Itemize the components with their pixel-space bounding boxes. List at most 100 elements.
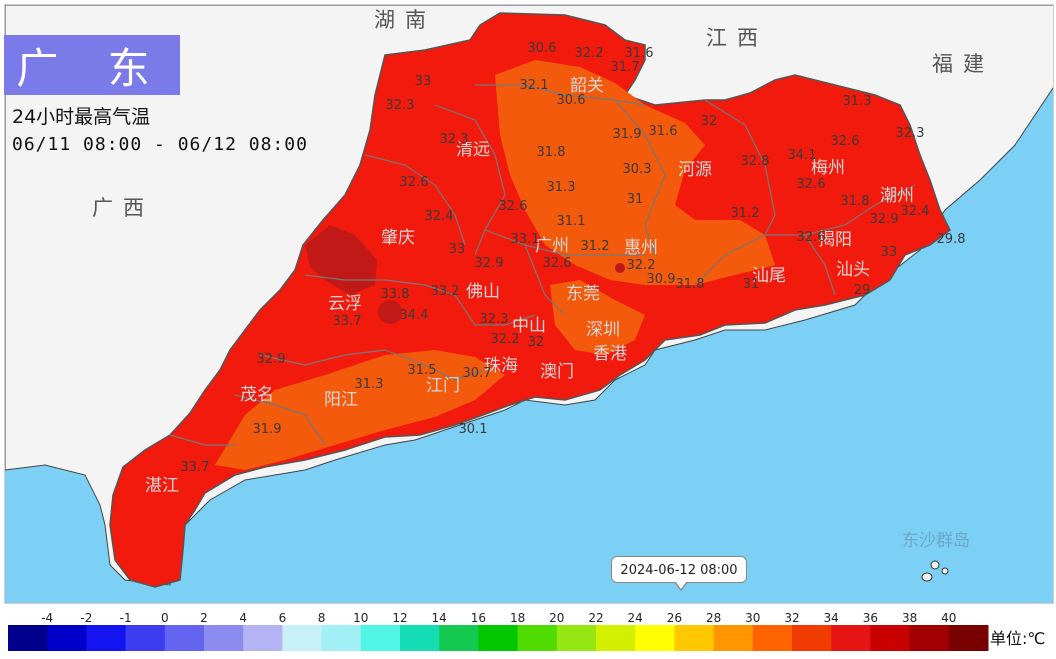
- city-label: 云浮: [328, 294, 362, 314]
- map-subtitle: 24小时最高气温: [12, 106, 151, 128]
- station-temperature: 32.3: [440, 132, 469, 147]
- station-temperature: 33.2: [431, 284, 460, 299]
- map-title: 广 东: [16, 43, 168, 93]
- station-temperature: 31.2: [581, 239, 610, 254]
- station-temperature: 31: [743, 277, 760, 292]
- map-area[interactable]: 湖南 江西 福建 广西 韶关 清远 河源 梅州 潮州 揭阳 汕头 汕尾 惠州 广州 肇庆 云浮 佛山 东莞 深圳 中山…: [4, 4, 1054, 604]
- station-temperature: 30.7: [463, 366, 492, 381]
- city-label: 广州: [535, 236, 569, 256]
- station-temperature: 32.6: [831, 134, 860, 149]
- station-temperature: 33.7: [181, 460, 210, 475]
- station-temperature: 33: [415, 74, 432, 89]
- legend-swatch: [204, 625, 244, 651]
- station-temperature: 31.5: [408, 363, 437, 378]
- station-temperature: 34.4: [400, 308, 429, 323]
- legend-swatch: [831, 625, 871, 651]
- timestamp-tooltip[interactable]: 2024-06-12 08:00: [611, 556, 747, 583]
- legend-tick: 6: [279, 611, 287, 625]
- legend-swatch: [47, 625, 87, 651]
- title-box: [4, 35, 180, 95]
- station-temperature: 30.6: [528, 41, 557, 56]
- legend-tick: 36: [863, 611, 878, 625]
- legend-swatch: [164, 625, 205, 651]
- station-temperature: 31.9: [613, 127, 642, 142]
- color-legend: -4 -2 -1 0 2 4 6 8 10 12 14 16 18 20 22 24 26 28 30 32 34 36 3…: [8, 611, 989, 651]
- station-temperature: 32.8: [741, 154, 770, 169]
- city-label: 中山: [512, 316, 546, 336]
- legend-tick: 14: [432, 611, 447, 625]
- city-boundaries: [169, 84, 916, 446]
- legend-tick: 26: [667, 611, 682, 625]
- station-temperature: 32.4: [901, 204, 930, 219]
- station-temperature: 32.6: [543, 256, 572, 271]
- station-temperature: 31.6: [625, 46, 654, 61]
- legend-swatch: [439, 625, 479, 651]
- tooltip-tail-inner: [675, 581, 687, 589]
- station-temperature: 31.8: [537, 145, 566, 160]
- legend-tick: 16: [471, 611, 486, 625]
- station-temperature: 32.6: [797, 230, 826, 245]
- city-label: 韶关: [570, 76, 604, 96]
- station-temperature: 31.1: [557, 214, 586, 229]
- city-label: 阳江: [324, 390, 358, 410]
- station-temperature: 31.8: [676, 277, 705, 292]
- station-temperature: 31.3: [547, 180, 576, 195]
- city-label: 梅州: [811, 158, 845, 178]
- station-temperature: 32.1: [520, 78, 549, 93]
- station-temperature: 33: [449, 242, 466, 257]
- station-temperature: 32.2: [491, 332, 520, 347]
- station-temperature: 30.6: [557, 93, 586, 108]
- city-label: 佛山: [466, 282, 500, 302]
- station-temperature: 32.9: [257, 352, 286, 367]
- zone-30-32-south: [215, 350, 505, 470]
- city-label: 深圳: [586, 320, 620, 340]
- station-temperature: 31.6: [649, 124, 678, 139]
- zone-34-small: [615, 263, 625, 273]
- legend-swatch: [635, 625, 675, 651]
- legend-tick: 12: [392, 611, 407, 625]
- legend-tick: 24: [628, 611, 643, 625]
- neighbor-label: 广西: [92, 196, 154, 220]
- unit-label: 单位:℃: [990, 629, 1046, 648]
- legend-tick: 0: [161, 611, 169, 625]
- station-temperature: 32.3: [386, 98, 415, 113]
- island-label: 东沙群岛: [902, 531, 970, 551]
- legend-tick: 40: [941, 611, 956, 625]
- legend-swatch: [282, 625, 323, 651]
- legend-tick: -1: [120, 611, 132, 625]
- station-temperature: 30.1: [459, 422, 488, 437]
- legend-swatch: [125, 625, 166, 651]
- legend-swatch: [792, 625, 832, 651]
- city-label: 汕尾: [752, 266, 786, 286]
- legend-swatch: [478, 625, 519, 651]
- station-temperature: 30.9: [647, 272, 676, 287]
- station-temperature: 32.6: [797, 177, 826, 192]
- legend-swatch: [556, 625, 597, 651]
- legend-tick: 4: [239, 611, 247, 625]
- legend-tick: 10: [353, 611, 368, 625]
- legend-swatch: [948, 625, 989, 651]
- time-range: 06/11 08:00 - 06/12 08:00: [12, 134, 308, 155]
- city-label: 揭阳: [818, 230, 852, 250]
- legend-tick: 20: [549, 611, 564, 625]
- city-label: 惠州: [624, 238, 658, 258]
- legend-swatch: [243, 625, 283, 651]
- legend-tick: 30: [745, 611, 760, 625]
- legend-swatch: [86, 625, 127, 651]
- legend-swatch: [909, 625, 950, 651]
- legend-tick: 2: [200, 611, 208, 625]
- legend-swatch: [321, 625, 362, 651]
- station-temperature: 31.3: [843, 94, 872, 109]
- station-temperature: 32.6: [499, 199, 528, 214]
- station-temperature: 31.7: [611, 60, 640, 75]
- legend-swatch: [713, 625, 754, 651]
- legend-swatch: [8, 625, 48, 651]
- station-temperature: 29.8: [937, 232, 966, 247]
- station-temperature: 31.8: [841, 194, 870, 209]
- legend-tick: -2: [80, 611, 92, 625]
- legend-swatch: [360, 625, 401, 651]
- city-label: 澳门: [540, 362, 574, 382]
- station-temperature: 29: [854, 283, 871, 298]
- city-label: 清远: [456, 140, 490, 160]
